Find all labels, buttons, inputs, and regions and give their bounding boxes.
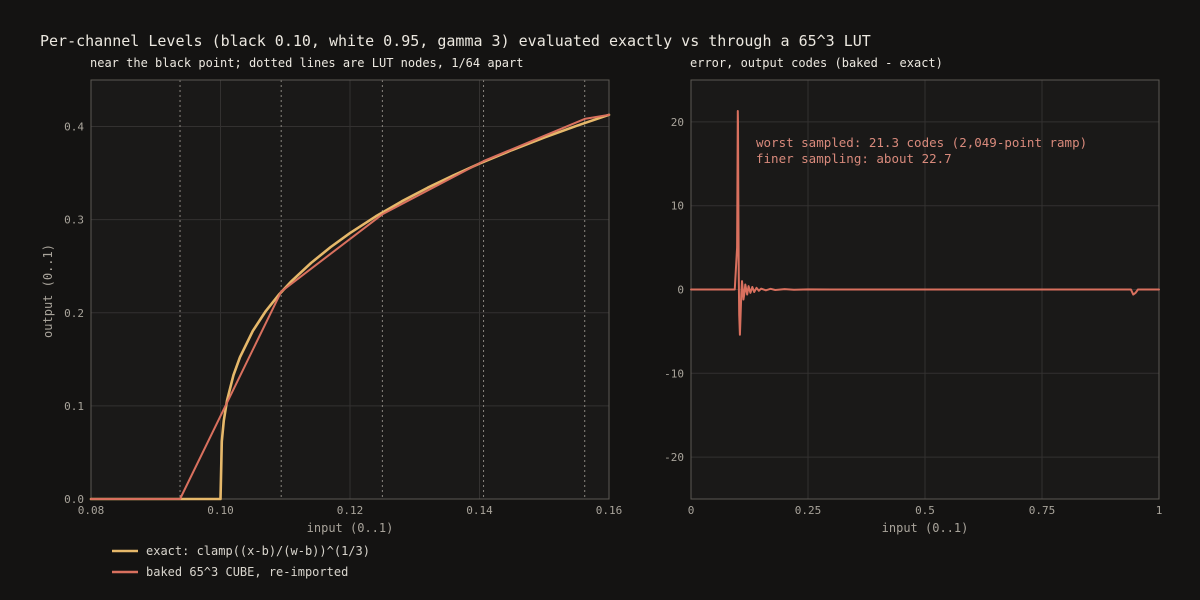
annotation-finer-sampling: finer sampling: about 22.7 <box>756 151 952 166</box>
y-tick-label: 0.2 <box>64 307 84 320</box>
baked-curve <box>90 113 610 500</box>
y-tick-label: 20 <box>671 116 684 129</box>
left-chart-subtitle: near the black point; dotted lines are L… <box>90 56 523 70</box>
legend-baked-label: baked 65^3 CUBE, re-imported <box>146 565 348 579</box>
x-tick-label: 0.14 <box>466 504 493 517</box>
y-tick-label: -20 <box>664 451 684 464</box>
y-tick-label: 0.0 <box>64 493 84 506</box>
x-tick-label: 0.16 <box>596 504 623 517</box>
x-tick-label: 0.08 <box>78 504 105 517</box>
x-tick-label: 0.10 <box>207 504 234 517</box>
y-tick-label: 10 <box>671 200 684 213</box>
y-tick-label: 0.4 <box>64 121 84 134</box>
y-tick-label: 0.3 <box>64 214 84 227</box>
legend-exact-label: exact: clamp((x-b)/(w-b))^(1/3) <box>146 544 370 558</box>
y-tick-label: 0.1 <box>64 400 84 413</box>
right-x-axis-label: input (0..1) <box>882 521 969 535</box>
left-chart: 0.08 0.10 0.12 0.14 0.16 0.0 0.1 0.2 0.3 0.4 <box>64 79 623 517</box>
x-tick-label: 0.75 <box>1029 504 1056 517</box>
x-tick-label: 0.5 <box>915 504 935 517</box>
x-tick-label: 0.12 <box>337 504 364 517</box>
x-tick-label: 1 <box>1156 504 1163 517</box>
x-tick-label: 0.25 <box>795 504 822 517</box>
plot-frame <box>90 79 610 500</box>
annotation-worst-sampled: worst sampled: 21.3 codes (2,049-point r… <box>756 135 1087 150</box>
legend: exact: clamp((x-b)/(w-b))^(1/3) baked 65… <box>112 544 370 579</box>
y-tick-label: -10 <box>664 367 684 380</box>
y-tick-label: 0 <box>677 284 684 297</box>
x-tick-label: 0 <box>688 504 695 517</box>
right-chart-subtitle: error, output codes (baked - exact) <box>690 56 943 70</box>
error-curve <box>690 110 1160 336</box>
left-y-axis-label: output (0..1) <box>41 244 55 338</box>
figure-title: Per-channel Levels (black 0.10, white 0.… <box>40 32 871 50</box>
left-x-axis-label: input (0..1) <box>307 521 394 535</box>
right-chart: 0 0.25 0.5 0.75 1 20 10 0 -10 -20 <box>664 79 1163 517</box>
